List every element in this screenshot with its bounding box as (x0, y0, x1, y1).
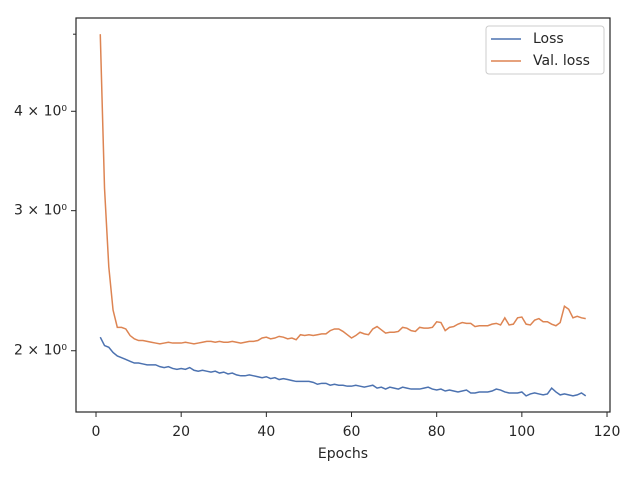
y-tick-label: 2 × 10⁰ (14, 343, 67, 359)
legend-label: Loss (533, 31, 564, 47)
x-tick-label: 80 (428, 424, 446, 440)
data-line (99, 336, 587, 397)
data-line (99, 34, 586, 345)
x-tick-label: 120 (594, 424, 621, 440)
x-tick-label: 0 (92, 424, 101, 440)
x-axis-label: Epochs (318, 446, 368, 462)
x-tick-label: 20 (172, 424, 190, 440)
plot-frame (75, 17, 611, 413)
legend-label: Val. loss (533, 53, 590, 69)
y-tick-label: 3 × 10⁰ (14, 203, 67, 219)
x-tick-label: 60 (343, 424, 361, 440)
x-tick-label: 100 (508, 424, 535, 440)
y-tick-label: 4 × 10⁰ (14, 103, 67, 119)
legend-box (485, 25, 605, 75)
x-tick-label: 40 (257, 424, 275, 440)
